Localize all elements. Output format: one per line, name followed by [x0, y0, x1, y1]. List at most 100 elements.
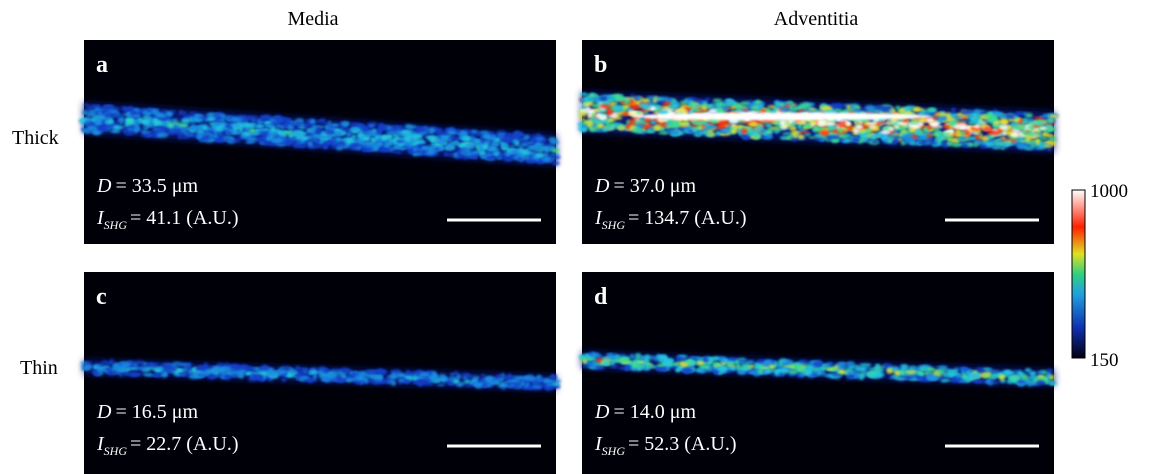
fiber-speckle: [1002, 131, 1007, 136]
fiber-speckle: [580, 93, 588, 97]
fiber-speckle: [439, 374, 447, 380]
fiber-speckle: [244, 123, 255, 127]
fiber-speckle: [914, 368, 919, 370]
colorbar: [1072, 190, 1085, 358]
fiber-speckle: [838, 362, 846, 366]
fiber-speckle: [965, 118, 976, 120]
fiber-speckle: [800, 103, 811, 107]
fiber-speckle: [1014, 116, 1018, 119]
fiber-speckle: [611, 124, 616, 130]
fiber-speckle: [501, 144, 509, 148]
fiber-speckle: [500, 137, 511, 142]
fiber-speckle: [973, 125, 980, 129]
fiber-speckle: [951, 143, 962, 147]
fiber-speckle: [847, 105, 851, 110]
fiber-speckle: [686, 360, 692, 364]
fiber-speckle: [878, 369, 882, 371]
fiber-speckle: [877, 366, 885, 368]
fiber-speckle: [401, 131, 409, 134]
fiber-speckle: [270, 127, 275, 132]
fiber-speckle: [831, 374, 843, 376]
fiber-speckle: [938, 132, 942, 137]
fiber-speckle: [679, 122, 691, 126]
fiber-speckle: [671, 103, 677, 108]
fiber-speckle: [404, 134, 413, 138]
fiber-speckle: [599, 96, 607, 101]
fiber-speckle: [652, 366, 657, 369]
fiber-speckle: [943, 124, 950, 129]
panel-letter: b: [594, 52, 607, 78]
fiber-speckle: [548, 137, 557, 142]
fiber-speckle: [468, 382, 474, 385]
fiber-speckle: [867, 122, 876, 126]
fiber-speckle: [682, 368, 693, 374]
fiber-speckle: [416, 127, 427, 132]
fiber-speckle: [308, 141, 313, 146]
fiber-speckle: [830, 136, 839, 139]
fiber-speckle: [603, 128, 608, 131]
fiber-speckle: [194, 118, 203, 122]
fiber-speckle: [323, 379, 330, 382]
fiber-speckle: [364, 137, 371, 140]
fiber-speckle: [653, 125, 662, 130]
fiber-speckle: [171, 367, 176, 371]
fiber-speckle: [824, 110, 831, 112]
fiber-speckle: [880, 130, 890, 135]
fiber-speckle: [760, 128, 765, 133]
fiber-speckle: [826, 368, 835, 370]
diameter-symbol: D: [96, 401, 112, 423]
fiber-speckle: [140, 367, 148, 372]
fiber-speckle: [287, 125, 293, 131]
fiber-speckle: [968, 136, 977, 141]
fiber-speckle: [900, 364, 908, 368]
fiber-speckle: [450, 373, 454, 376]
fiber-speckle: [635, 97, 642, 100]
fiber-speckle: [1033, 117, 1045, 120]
fiber-speckle: [448, 136, 457, 140]
fiber-speckle: [742, 366, 751, 370]
fiber-speckle: [121, 106, 126, 110]
fiber-speckle: [458, 152, 462, 158]
fiber-speckle: [705, 98, 710, 102]
fiber-speckle: [155, 369, 162, 373]
fiber-speckle: [106, 361, 112, 365]
fiber-speckle: [514, 141, 520, 147]
fiber-speckle: [817, 120, 827, 126]
fiber-speckle: [740, 129, 748, 134]
fiber-speckle: [281, 371, 288, 374]
fiber-speckle: [1042, 114, 1048, 117]
fiber-speckle: [535, 153, 545, 158]
fiber-speckle: [543, 144, 551, 147]
fiber-speckle: [433, 380, 442, 382]
fiber-speckle: [172, 119, 179, 122]
fiber-speckle: [998, 139, 1004, 142]
fiber-speckle: [207, 118, 216, 121]
fiber-speckle: [266, 125, 277, 127]
fiber-speckle: [298, 133, 307, 135]
fiber-speckle: [310, 119, 316, 124]
fiber-speckle: [656, 101, 666, 104]
fiber-speckle: [911, 122, 920, 124]
row-label: Thick: [12, 127, 59, 149]
fiber-speckle: [186, 365, 190, 371]
fiber-speckle: [917, 141, 925, 145]
fiber-speckle: [959, 121, 968, 123]
fiber-speckle: [86, 117, 91, 123]
fiber-speckle: [275, 139, 286, 142]
fiber-speckle: [759, 370, 763, 375]
fiber-speckle: [361, 141, 372, 146]
fiber-speckle: [453, 379, 460, 383]
fiber-speckle: [595, 121, 599, 124]
fiber-speckle: [105, 113, 111, 118]
fiber-speckle: [784, 122, 788, 124]
fiber-speckle: [624, 365, 632, 367]
fiber-speckle: [685, 131, 689, 133]
diameter-label: D= 14.0 μm: [594, 401, 696, 423]
fiber-speckle: [1021, 377, 1031, 380]
fiber-speckle: [614, 98, 624, 101]
fiber-speckle: [523, 380, 527, 385]
intensity-subscript: SHG: [104, 218, 128, 232]
fiber-speckle: [774, 128, 782, 132]
fiber-speckle: [391, 380, 396, 386]
